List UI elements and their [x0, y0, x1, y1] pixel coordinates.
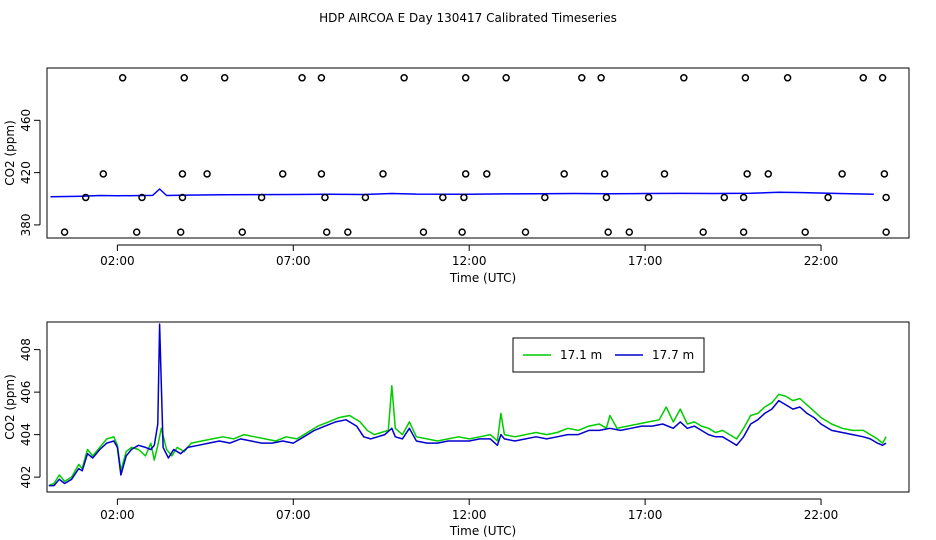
data-point [859, 74, 868, 82]
y-tick-label: 380 [19, 213, 33, 236]
chart-title: HDP AIRCOA E Day 130417 Calibrated Times… [319, 11, 617, 25]
data-point [880, 170, 889, 178]
x-axis-top: 02:00 07:00 12:00 17:00 22:00 [100, 244, 839, 268]
y-tick-label: 404 [19, 423, 33, 446]
plot-frame-top [46, 67, 910, 239]
data-point [419, 228, 428, 236]
x-tick-label: 22:00 [804, 508, 839, 522]
data-point [461, 170, 470, 178]
x-tick-label: 22:00 [804, 254, 839, 268]
data-point [138, 193, 146, 202]
data-point [541, 193, 549, 202]
data-point [521, 228, 530, 236]
data-point [783, 74, 792, 82]
data-point [625, 228, 634, 236]
data-point [203, 170, 211, 178]
data-point [602, 193, 611, 202]
y-axis-bottom: 402 404 406 408 [19, 338, 41, 489]
y-tick-label: 460 [19, 109, 33, 132]
x-tick-label: 02:00 [100, 508, 135, 522]
x-axis-label-bottom: Time (UTC) [449, 524, 516, 538]
panel-bottom: 402 404 406 408 02:00 07:00 12:00 17:00 22:00 T… [3, 321, 910, 538]
data-point [238, 228, 247, 236]
data-point [461, 74, 470, 82]
data-point [720, 193, 729, 202]
legend-label-series-2: 17.7 m [652, 348, 694, 362]
data-point [321, 193, 329, 202]
data-point [739, 228, 748, 236]
y-tick-label: 420 [19, 161, 33, 184]
data-point [322, 228, 331, 236]
data-point [81, 193, 90, 202]
data-point [298, 74, 306, 82]
plot-frame-bottom [46, 321, 910, 493]
y-tick-label: 406 [19, 381, 33, 404]
data-point [680, 74, 688, 82]
x-tick-label: 07:00 [276, 508, 311, 522]
series-line-1 [50, 188, 874, 198]
x-tick-label: 12:00 [452, 508, 487, 522]
data-point [824, 193, 832, 202]
x-tick-label: 17:00 [628, 254, 663, 268]
data-point [118, 74, 127, 82]
data-point [739, 193, 748, 202]
data-point [439, 193, 447, 202]
x-axis-label-top: Time (UTC) [449, 271, 516, 285]
x-tick-label: 12:00 [452, 254, 487, 268]
data-point [578, 74, 586, 82]
data-point [604, 228, 612, 236]
panel-top: 380 420 460 02:00 07:00 12:00 17:00 22:00 Time… [3, 67, 910, 285]
data-point [644, 193, 653, 202]
data-point [344, 228, 352, 236]
x-tick-label: 17:00 [628, 508, 663, 522]
data-point [278, 170, 287, 178]
y-tick-label: 402 [19, 466, 33, 489]
data-point [801, 228, 809, 236]
series-group-bottom [48, 323, 887, 487]
data-point [502, 74, 510, 82]
data-point [600, 170, 609, 178]
data-point [460, 193, 468, 202]
data-point [176, 228, 185, 236]
data-point [699, 228, 707, 236]
data-point [379, 170, 387, 178]
y-tick-label: 408 [19, 338, 33, 361]
data-point [180, 74, 188, 82]
data-point [764, 170, 773, 178]
series-line-1 [48, 385, 887, 487]
series-group-top [50, 74, 890, 236]
data-point [882, 193, 890, 202]
data-point [400, 74, 408, 82]
data-point [132, 228, 141, 236]
data-point [361, 193, 370, 202]
data-point [317, 170, 326, 178]
data-point [60, 228, 69, 236]
series-line-2 [48, 323, 887, 487]
data-point [178, 193, 187, 202]
data-point [317, 74, 326, 82]
legend: 17.1 m 17.7 m [512, 337, 705, 373]
data-point [458, 228, 466, 236]
data-point [597, 74, 605, 82]
data-point [741, 74, 750, 82]
data-point [743, 170, 751, 178]
y-axis-label-bottom: CO2 (ppm) [3, 374, 17, 440]
data-point [838, 170, 846, 178]
data-point [220, 74, 229, 82]
data-point [99, 170, 108, 178]
data-point [660, 170, 669, 178]
y-axis-label-top: CO2 (ppm) [3, 120, 17, 186]
data-point [560, 170, 568, 178]
legend-label-series-1: 17.1 m [560, 348, 602, 362]
data-point [882, 228, 890, 236]
data-point [483, 170, 491, 178]
data-point [257, 193, 266, 202]
x-tick-label: 07:00 [276, 254, 311, 268]
data-point [178, 170, 187, 178]
data-point [878, 74, 887, 82]
y-axis-top: 380 420 460 [19, 109, 41, 236]
x-axis-bottom: 02:00 07:00 12:00 17:00 22:00 [100, 498, 839, 522]
x-tick-label: 02:00 [100, 254, 135, 268]
